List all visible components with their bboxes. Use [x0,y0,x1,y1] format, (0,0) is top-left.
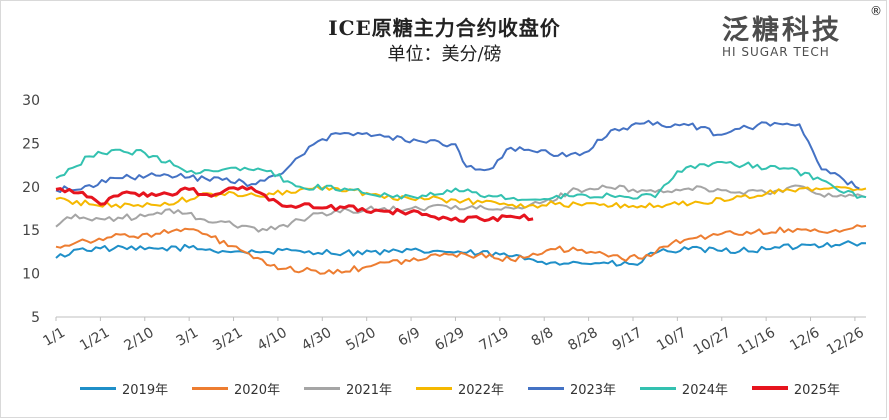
series-line-2019年 [55,240,867,267]
y-axis: 5 10 15 20 25 30 [22,93,40,326]
y-tick-label: 5 [31,310,40,326]
legend-label: 2022年 [457,382,505,398]
series-line-2025年 [55,185,534,223]
chart-subtitle: 单位：美分/磅 [387,44,502,65]
legend-label: 2025年 [793,382,840,398]
x-tick-label: 10/7 [654,325,689,355]
x-tick-label: 8/28 [565,325,600,355]
x-tick-label: 3/21 [210,325,245,355]
x-tick-label: 4/30 [299,325,334,355]
x-tick-label: 6/9 [396,325,424,350]
x-tick-label: 3/1 [174,325,202,350]
y-tick-label: 10 [22,267,40,283]
legend-label: 2019年 [122,382,169,398]
legend-swatch [415,386,452,390]
x-tick-label: 7/19 [477,325,512,355]
legend-label: 2021年 [345,382,393,398]
legend-swatch [751,386,788,390]
x-axis: 1/1 1/21 2/10 3/1 3/21 4/10 4/30 5/20 6/9 6/29 7/1… [40,317,867,359]
x-tick-label: 9/17 [610,325,645,355]
x-tick-label: 12/26 [824,325,867,359]
x-tick-label: 11/16 [735,325,778,359]
series-lines [55,119,867,275]
x-tick-label: 8/8 [529,325,557,350]
legend-swatch [80,386,116,390]
legend-label: 2023年 [569,382,617,398]
y-tick-label: 30 [22,93,40,109]
legend-item: 2019年 [80,379,168,398]
x-tick-label: 6/29 [432,325,467,355]
x-tick-label: 5/20 [343,325,378,355]
x-tick-label: 1/1 [40,325,68,350]
legend-swatch [639,386,676,390]
legend-item: 2023年 [527,379,617,398]
series-line-2021年 [55,184,867,233]
chart-legend: 2019年 2020年 2021年 2022年 2023年 2024年 2025年 [80,378,840,398]
series-line-2020年 [55,224,867,275]
legend-item: 2024年 [639,379,729,398]
legend-label: 2024年 [681,382,729,398]
series-line-2023年 [55,119,860,193]
series-line-2024年 [55,148,867,202]
y-tick-label: 20 [22,180,40,196]
legend-swatch [303,386,340,390]
legend-item: 2020年 [191,379,281,398]
legend-swatch [191,386,228,390]
series-line-2022年 [55,185,867,209]
logo-registered-mark: ® [870,4,882,18]
legend-label: 2020年 [233,382,281,398]
legend-item: 2021年 [303,379,393,398]
x-tick-label: 10/27 [691,325,734,359]
brand-logo: 泛糖科技 ® HI SUGAR TECH [722,4,882,59]
y-tick-label: 15 [22,223,40,239]
logo-chinese-text: 泛糖科技 [722,15,842,46]
x-tick-label: 1/21 [77,325,112,355]
y-tick-label: 25 [22,136,40,152]
legend-item: 2025年 [751,379,840,398]
chart-title: ICE原糖主力合约收盘价 [328,16,561,40]
x-tick-label: 4/10 [255,325,290,355]
logo-english-text: HI SUGAR TECH [722,45,830,59]
legend-item: 2022年 [415,379,505,398]
x-tick-label: 12/6 [787,325,822,355]
legend-swatch [527,386,564,390]
x-tick-label: 2/10 [122,325,157,355]
